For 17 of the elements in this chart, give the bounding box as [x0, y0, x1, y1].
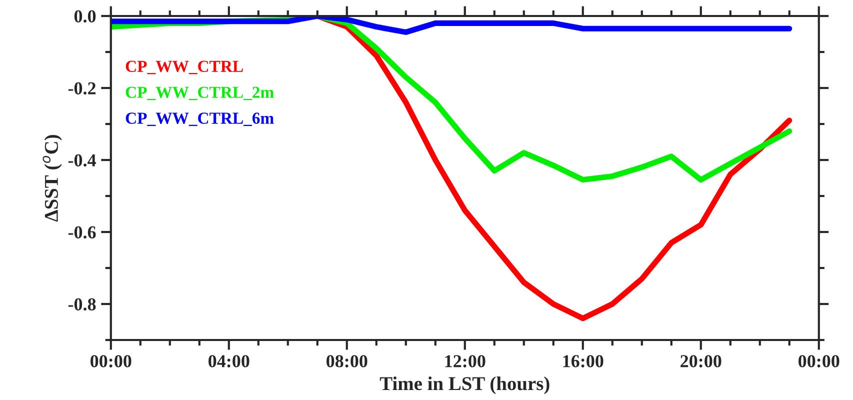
y-axis-title: ΔSST ($^{o}$C) — [42, 135, 62, 222]
x-tick-label: 00:00 — [798, 355, 840, 368]
x-tick-label: 16:00 — [563, 355, 604, 368]
x-tick-label: 12:00 — [445, 355, 486, 368]
x-tick-label: 00:00 — [90, 355, 132, 368]
x-tick-label: 08:00 — [326, 355, 368, 368]
y-tick-label: -0.2 — [68, 82, 96, 95]
y-tick-label: -0.6 — [68, 226, 96, 239]
x-tick-label: 20:00 — [680, 355, 722, 368]
y-tick-label: -0.8 — [68, 298, 96, 311]
x-tick-label: 04:00 — [208, 355, 250, 368]
x-axis-title: Time in LST (hours) — [380, 376, 550, 394]
y-tick-label: -0.4 — [68, 154, 96, 167]
text: CP_WW_CTRL — [126, 60, 243, 74]
y-tick-label: 0.0 — [74, 10, 96, 23]
text: CP_WW_CTRL_6m — [126, 112, 274, 126]
text: CP_WW_CTRL_2m — [126, 86, 274, 100]
